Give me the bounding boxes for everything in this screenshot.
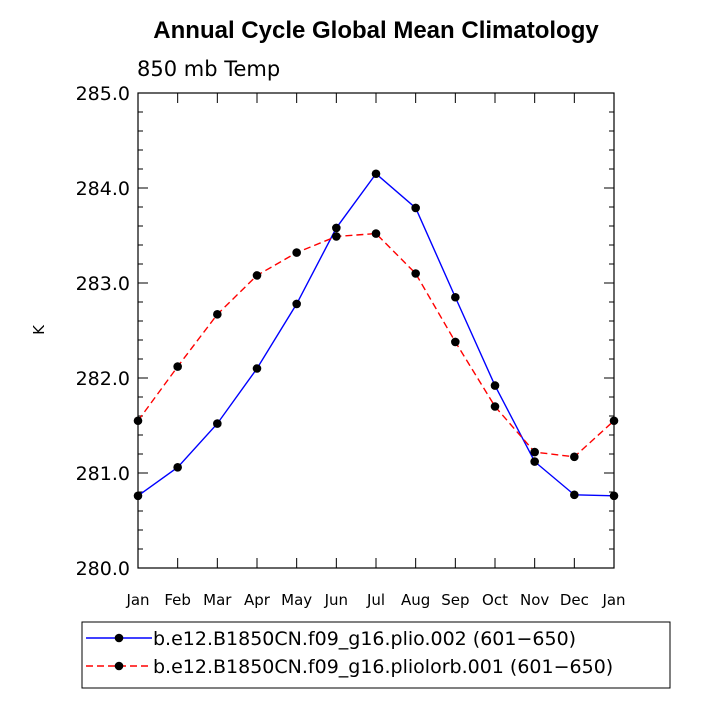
x-tick-label: Aug bbox=[401, 591, 430, 609]
data-point bbox=[332, 223, 341, 233]
y-tick-label: 281.0 bbox=[76, 463, 130, 485]
x-tick-label: Jul bbox=[366, 591, 385, 609]
legend-marker-1 bbox=[114, 633, 124, 643]
data-point bbox=[173, 362, 182, 371]
x-tick-label: May bbox=[281, 591, 312, 609]
x-tick-label: Oct bbox=[482, 591, 508, 609]
data-point bbox=[490, 402, 500, 411]
data-point bbox=[530, 447, 539, 457]
data-point bbox=[609, 491, 619, 501]
data-point bbox=[451, 292, 460, 302]
plot-frame bbox=[137, 92, 615, 569]
data-point bbox=[213, 310, 222, 319]
data-point bbox=[411, 203, 420, 213]
legend-box bbox=[81, 621, 671, 689]
data-point bbox=[133, 491, 143, 501]
x-tick-label: Nov bbox=[520, 591, 549, 609]
data-point bbox=[371, 169, 381, 179]
legend: b.e12.B1850CN.f09_g16.plio.002 (601−650)… bbox=[81, 621, 671, 689]
data-point bbox=[332, 232, 341, 241]
legend-marker-2 bbox=[114, 661, 124, 671]
legend-label-1: b.e12.B1850CN.f09_g16.plio.002 (601−650) bbox=[153, 628, 576, 650]
series-line-1 bbox=[137, 172, 615, 497]
x-tick-label: Sep bbox=[441, 591, 469, 609]
data-point bbox=[451, 337, 460, 347]
data-point bbox=[371, 229, 381, 238]
data-point bbox=[173, 463, 182, 472]
y-tick-label: 282.0 bbox=[76, 368, 130, 390]
y-tick-label: 284.0 bbox=[76, 178, 130, 200]
x-tick-label: Apr bbox=[244, 591, 271, 609]
data-point bbox=[133, 416, 143, 426]
y-tick-label: 285.0 bbox=[76, 83, 130, 105]
data-point bbox=[609, 416, 619, 426]
y-tick-label: 283.0 bbox=[76, 273, 130, 295]
x-tick-label: Jun bbox=[324, 591, 348, 609]
chart-title: Annual Cycle Global Mean Climatology bbox=[153, 17, 599, 44]
ticks-layer: 280.0 281.0 282.0 283.0 284.0 285.0 Jan Feb Mar A… bbox=[76, 83, 626, 609]
series-line-2 bbox=[137, 232, 615, 458]
data-point bbox=[252, 271, 262, 280]
series-layer bbox=[133, 169, 619, 501]
data-point bbox=[411, 269, 420, 278]
x-tick-label: Jan bbox=[601, 591, 625, 609]
data-point bbox=[292, 299, 301, 309]
data-point bbox=[530, 457, 539, 466]
x-tick-label: Feb bbox=[164, 591, 191, 609]
x-tick-label: Mar bbox=[203, 591, 232, 609]
data-point bbox=[570, 452, 579, 462]
data-point bbox=[570, 490, 579, 500]
y-axis-label: K bbox=[30, 324, 48, 335]
data-point bbox=[252, 364, 262, 373]
x-tick-label: Jan bbox=[125, 591, 149, 609]
legend-label-2: b.e12.B1850CN.f09_g16.pliolorb.001 (601−… bbox=[153, 656, 613, 678]
data-point bbox=[490, 381, 500, 390]
y-tick-label: 280.0 bbox=[76, 558, 130, 580]
chart-subtitle: 850 mb Temp bbox=[137, 57, 280, 81]
data-point bbox=[292, 248, 301, 257]
x-tick-label: Dec bbox=[560, 591, 589, 609]
data-point bbox=[213, 419, 222, 428]
